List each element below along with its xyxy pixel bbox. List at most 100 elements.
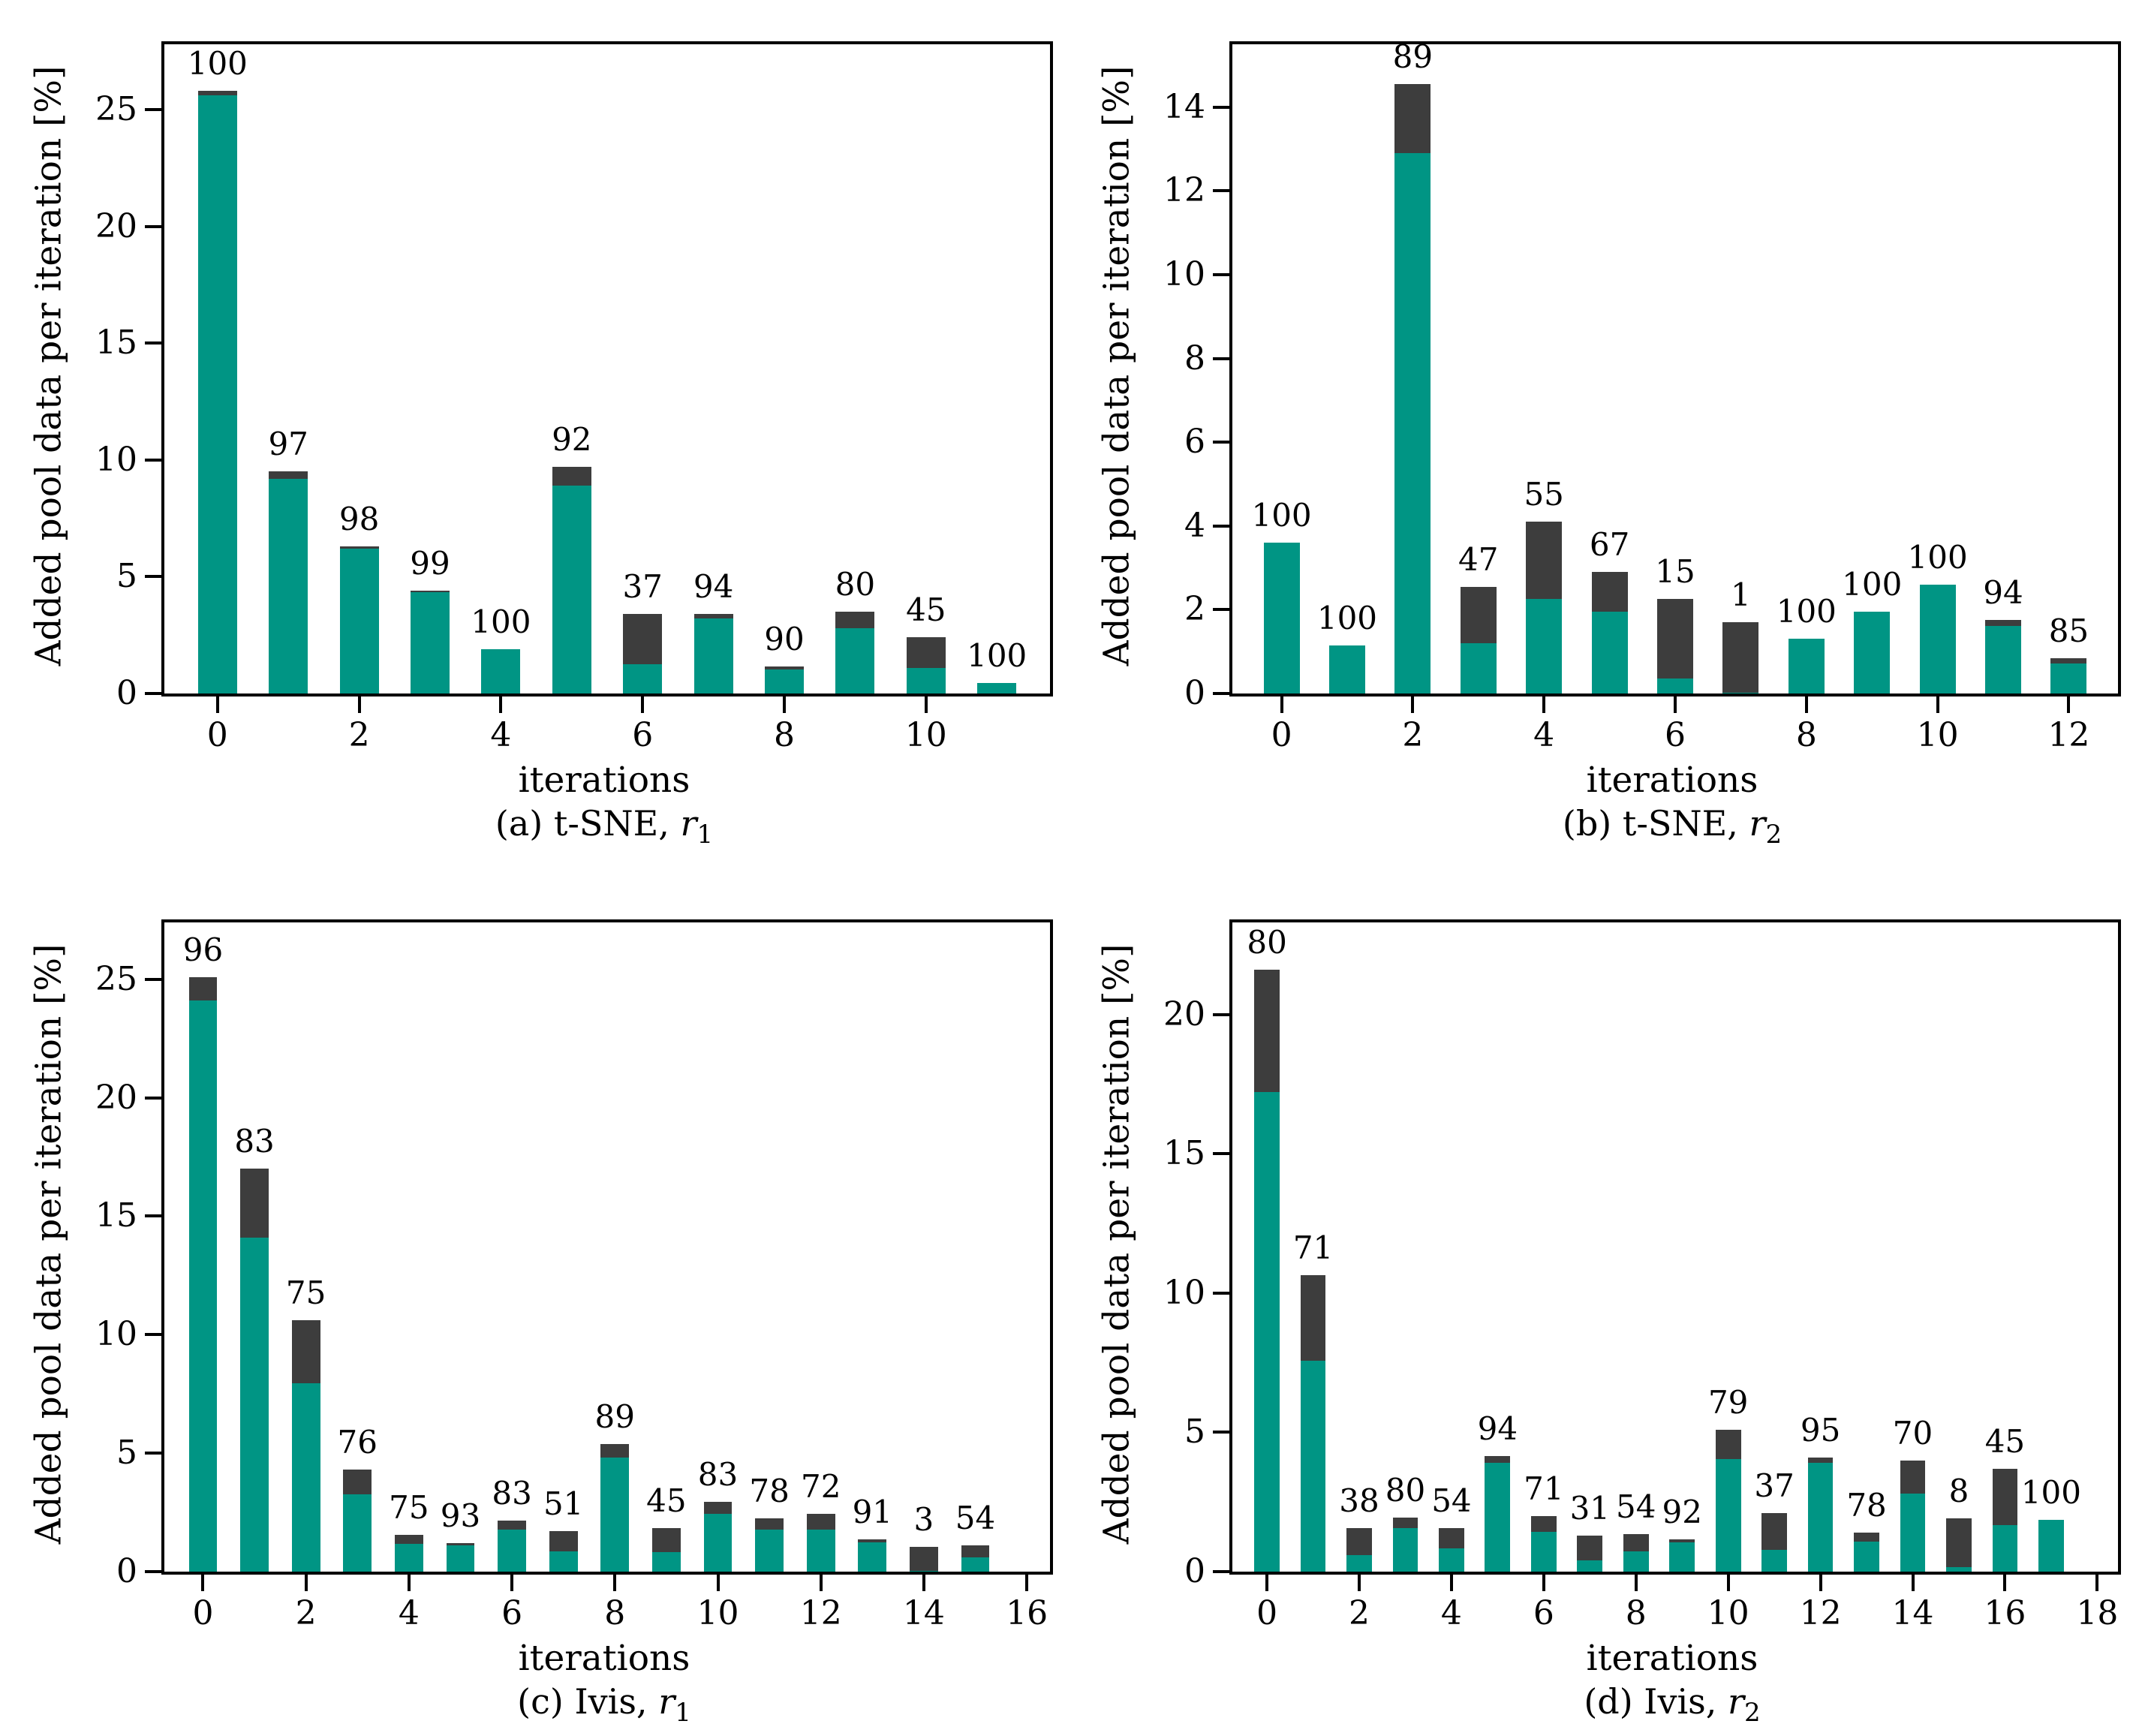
y-tick-label: 10 [95,1315,137,1354]
bar-gray-segment [1460,586,1497,644]
y-tick-label: 5 [116,557,137,596]
y-tick [1213,272,1229,276]
bar-value-label: 80 [1385,1471,1426,1509]
x-tick-label: 0 [1256,1594,1278,1632]
bar-value-label: 100 [1907,538,1968,576]
bar-value-label: 54 [955,1500,996,1537]
x-tick [1542,1575,1545,1591]
bar-gray-segment [339,546,379,549]
x-tick [1449,1575,1453,1591]
x-tick [1674,697,1677,713]
bar-green-segment [1900,1494,1926,1572]
caption-variable: r [658,1681,675,1722]
bar-green-segment [1485,1463,1511,1572]
x-tick-label: 8 [1795,716,1817,754]
y-axis-label-text: Added pool data per iteration [%] [1096,943,1138,1545]
y-tick [145,1333,161,1337]
caption-subscript: 1 [696,820,714,850]
x-tick [1726,1575,1730,1591]
bar-value-label: 78 [1846,1487,1887,1524]
x-tick [783,697,786,713]
y-tick-label: 5 [116,1434,137,1473]
bar-value-label: 8 [1948,1473,1969,1510]
bar-value-label: 31 [1569,1489,1611,1527]
bar-green-segment [339,549,379,693]
bar-gray-segment [269,471,308,479]
bar-green-segment [1439,1548,1464,1572]
bar-value-label: 80 [1247,924,1287,961]
y-tick [1213,1152,1229,1156]
y-tick-label: 0 [116,1552,137,1590]
bar-green-segment [1591,612,1628,693]
y-tick [145,1452,161,1455]
y-tick [145,692,161,695]
plot-area-a: 0 5 10 15 20 25 0 2 4 6 8 10 100 97 98 99 100 92 37 94 90 80 4… [95,41,1053,752]
bar-value-label: 72 [800,1467,841,1505]
bar-gray-segment [1854,1533,1879,1542]
x-tick [1265,1575,1269,1591]
caption-text: (a) t-SNE, [495,803,669,844]
y-tick [1213,357,1229,360]
caption-subscript: 1 [675,1698,691,1728]
x-tick-label: 10 [1707,1594,1749,1632]
bar-gray-segment [1623,1533,1649,1551]
x-tick [924,697,928,713]
y-tick-label: 15 [1163,1134,1205,1173]
bar-gray-segment [858,1539,887,1543]
y-tick [145,575,161,579]
bar-value-label: 83 [492,1475,532,1512]
bar-value-label: 70 [1892,1414,1933,1452]
x-tick-label: 8 [774,716,795,754]
bar-value-label: 83 [697,1455,739,1493]
bar-gray-segment [1530,1515,1557,1533]
bar-gray-segment [1985,620,2022,626]
bar-value-label: 71 [1292,1229,1334,1266]
bar-value-label: 54 [1616,1488,1656,1525]
bar-gray-segment [961,1545,990,1558]
bar-green-segment [2038,1520,2064,1572]
bar-green-segment [835,627,875,693]
x-tick-label: 0 [206,716,228,754]
caption-subscript: 2 [1765,820,1783,850]
bar-gray-segment [1392,1517,1418,1529]
x-tick [641,697,645,713]
y-tick-label: 5 [1184,1413,1205,1452]
x-tick [922,1575,925,1591]
y-tick-label: 14 [1163,87,1205,126]
bar-gray-segment [835,612,875,628]
bar-value-label: 100 [2020,1474,2081,1512]
panel-c-ivis-r1: Added pool data per iteration [%] 0 5 10 15… [29,919,1053,1728]
bar-value-label: 83 [234,1123,275,1160]
bar-gray-segment [600,1443,630,1458]
x-tick [357,697,361,713]
x-tick-label: 2 [1402,716,1424,754]
y-tick [1213,1012,1229,1016]
x-tick-label: 4 [1533,716,1555,754]
plot-area-c: 0 5 10 15 20 25 0 2 4 6 8 10 12 14 16 96 83 75 76 75 93 83 51 8… [95,919,1053,1630]
bar-gray-segment [1485,1455,1511,1464]
bar-value-label: 67 [1589,526,1630,564]
bar-green-segment [1577,1560,1603,1572]
bar-green-segment [977,683,1017,693]
bar-value-label: 51 [543,1485,584,1523]
x-tick-label: 16 [1006,1594,1048,1632]
bar-green-segment [1854,612,1891,693]
bar-value-label: 100 [1842,566,1903,603]
bar-green-segment [693,618,733,693]
x-tick [1411,697,1415,713]
bar-value-label: 38 [1339,1482,1379,1520]
bar-green-segment [1761,1550,1788,1572]
bar-value-label: 85 [2048,612,2089,649]
bar-value-label: 15 [1655,553,1695,591]
bar-value-label: 93 [440,1497,481,1535]
y-tick-label: 10 [95,440,137,479]
x-tick-label: 14 [1891,1594,1934,1632]
bar-green-segment [755,1530,784,1572]
y-tick [1213,692,1229,695]
x-tick [510,1575,514,1591]
bar-green-segment [703,1513,733,1572]
bar-green-segment [910,1571,938,1572]
bar-green-segment [1263,543,1300,693]
y-tick-label: 20 [95,1078,137,1117]
